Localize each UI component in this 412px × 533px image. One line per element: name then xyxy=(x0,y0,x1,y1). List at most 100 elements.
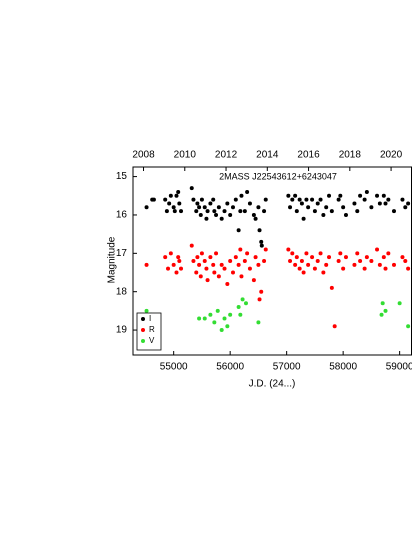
point xyxy=(383,201,388,206)
point xyxy=(225,324,230,329)
point xyxy=(375,193,380,198)
point xyxy=(257,228,262,233)
x-tick-label: 55000 xyxy=(160,362,188,373)
point xyxy=(204,216,209,221)
point xyxy=(205,278,210,283)
point xyxy=(338,193,343,198)
point xyxy=(191,197,196,202)
legend-box xyxy=(136,312,162,351)
point xyxy=(197,262,202,267)
point xyxy=(343,212,348,217)
point xyxy=(263,247,268,252)
point xyxy=(214,251,219,256)
point xyxy=(293,262,298,267)
point xyxy=(236,262,241,267)
point xyxy=(238,247,243,252)
point xyxy=(403,259,408,263)
point xyxy=(315,259,320,263)
x-tick-label: 58000 xyxy=(329,362,357,373)
point xyxy=(228,259,233,263)
point xyxy=(362,197,367,202)
point xyxy=(212,320,217,325)
legend-marker xyxy=(141,328,145,332)
point xyxy=(233,197,238,202)
point xyxy=(216,274,221,279)
point xyxy=(257,297,262,302)
point xyxy=(219,328,224,333)
point xyxy=(225,201,230,206)
point xyxy=(179,209,184,214)
x-tick-label: 56000 xyxy=(216,362,244,373)
point xyxy=(293,193,298,198)
point xyxy=(212,209,217,214)
point xyxy=(324,205,329,210)
point xyxy=(369,205,374,210)
x2-tick-label: 2016 xyxy=(297,150,320,161)
point xyxy=(369,259,374,263)
point xyxy=(312,266,317,271)
point xyxy=(383,266,388,271)
point xyxy=(286,193,291,198)
point xyxy=(238,209,243,214)
point xyxy=(168,251,173,256)
point xyxy=(208,201,213,206)
point xyxy=(205,209,210,214)
point xyxy=(324,262,329,267)
point xyxy=(259,289,264,294)
point xyxy=(225,282,230,287)
point xyxy=(318,251,323,256)
point xyxy=(386,197,391,202)
point xyxy=(377,262,382,267)
point xyxy=(215,308,220,313)
legend-label: V xyxy=(149,336,155,345)
point xyxy=(397,301,402,306)
point xyxy=(245,189,250,194)
point xyxy=(189,186,194,191)
point xyxy=(171,262,176,267)
point xyxy=(251,278,256,283)
point xyxy=(286,247,291,252)
point xyxy=(239,193,244,198)
point xyxy=(336,197,341,202)
chart-title: 2MASS J22543612+6243047 xyxy=(219,171,337,181)
point xyxy=(301,270,306,275)
point xyxy=(341,205,346,210)
point xyxy=(312,209,317,214)
point xyxy=(362,266,367,271)
point xyxy=(355,251,360,256)
point xyxy=(381,255,386,260)
point xyxy=(242,209,247,214)
point xyxy=(240,297,245,302)
point xyxy=(297,266,302,271)
point xyxy=(262,259,267,263)
point xyxy=(144,308,149,313)
point xyxy=(247,266,252,271)
point xyxy=(202,259,207,263)
point xyxy=(294,209,299,214)
point xyxy=(259,243,264,248)
point xyxy=(403,205,408,210)
points xyxy=(144,186,411,333)
point xyxy=(377,201,382,206)
point xyxy=(236,228,241,233)
point xyxy=(245,251,250,256)
point xyxy=(288,205,293,210)
point xyxy=(177,259,182,263)
point xyxy=(290,251,295,256)
point xyxy=(168,193,173,198)
point xyxy=(236,305,241,310)
point xyxy=(299,201,304,206)
point xyxy=(263,197,268,202)
point xyxy=(256,262,261,267)
point xyxy=(219,262,224,267)
point xyxy=(341,266,346,271)
point xyxy=(228,212,233,217)
point xyxy=(321,212,326,217)
point xyxy=(406,201,411,206)
x2-tick-label: 2012 xyxy=(215,150,238,161)
point xyxy=(176,189,181,194)
point xyxy=(171,205,176,210)
point xyxy=(391,209,396,214)
point xyxy=(299,259,304,263)
